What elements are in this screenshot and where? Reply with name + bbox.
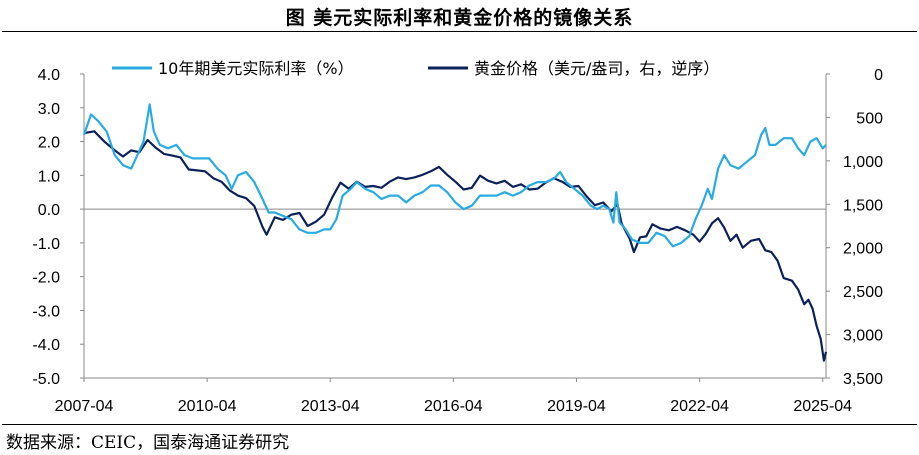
- legend-label-real-rate: 10年期美元实际利率（%）: [158, 59, 354, 78]
- y-right-tick-label: 1,500: [843, 197, 883, 214]
- x-tick-label: 2022-04: [670, 398, 729, 415]
- y-left-tick-label: 2.0: [38, 135, 60, 152]
- y-left-tick-label: 4.0: [38, 67, 60, 84]
- series-layer: [82, 103, 828, 362]
- series-line-real-rate: [82, 103, 827, 248]
- y-right-tick-label: 0: [874, 67, 883, 84]
- x-tick-label: 2007-04: [55, 398, 114, 415]
- x-tick-label: 2013-04: [301, 398, 360, 415]
- y-right-tick-label: 3,500: [843, 371, 883, 388]
- y-left-tick-label: -5.0: [32, 371, 60, 388]
- x-tick-label: 2016-04: [424, 398, 483, 415]
- y-left-tick-label: -4.0: [32, 337, 60, 354]
- legend: 10年期美元实际利率（%） 黄金价格（美元/盎司，右，逆序）: [112, 59, 719, 78]
- axes-layer: 4.0 3.0 2.0 1.0 0.0 -1.0 -2.0 -3.0 -4.0 -5.0 0 500 1…: [32, 67, 883, 415]
- footer-divider: [2, 424, 917, 425]
- y-left-tick-label: -2.0: [32, 270, 60, 287]
- gold-real-rate-chart: 4.0 3.0 2.0 1.0 0.0 -1.0 -2.0 -3.0 -4.0 -5.0 0 500 1…: [32, 59, 883, 415]
- data-source-note: 数据来源：CEIC，国泰海通证券研究: [6, 433, 290, 453]
- x-tick-label: 2019-04: [547, 398, 606, 415]
- y-right-tick-label: 2,000: [843, 241, 883, 258]
- y-left-tick-label: 0.0: [38, 202, 60, 219]
- series-line-gold-price: [83, 130, 828, 362]
- y-left-tick-label: 3.0: [38, 101, 60, 118]
- y-right-tick-label: 3,000: [843, 328, 883, 345]
- title-divider: [2, 31, 917, 32]
- x-tick-label: 2025-04: [793, 398, 852, 415]
- y-left-tick-label: 1.0: [38, 168, 60, 185]
- y-left-tick-label: -1.0: [32, 236, 60, 253]
- chart-title: 图 美元实际利率和黄金价格的镜像关系: [285, 7, 634, 29]
- y-right-tick-label: 2,500: [843, 284, 883, 301]
- y-left-tick-label: -3.0: [32, 303, 60, 320]
- legend-label-gold-price: 黄金价格（美元/盎司，右，逆序）: [474, 59, 719, 78]
- y-right-tick-label: 500: [856, 110, 883, 127]
- x-tick-label: 2010-04: [178, 398, 237, 415]
- y-right-tick-label: 1,000: [843, 154, 883, 171]
